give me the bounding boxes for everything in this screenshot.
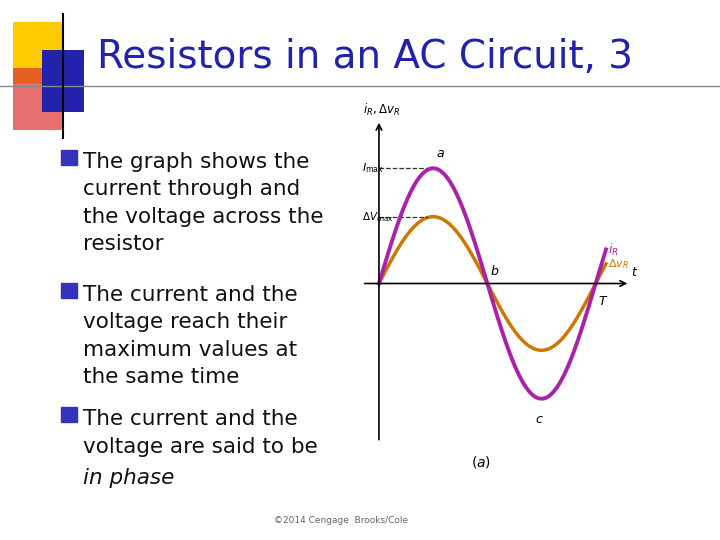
- Text: $a$: $a$: [436, 147, 445, 160]
- Text: in phase: in phase: [83, 468, 174, 488]
- Text: The current and the
voltage are said to be: The current and the voltage are said to …: [83, 409, 318, 484]
- Text: $b$: $b$: [490, 264, 500, 278]
- Text: $(a)$: $(a)$: [471, 454, 491, 470]
- Text: $c$: $c$: [536, 413, 544, 426]
- Text: $\Delta v_R$: $\Delta v_R$: [608, 257, 629, 271]
- Text: $\Delta V_\mathrm{max}$: $\Delta V_\mathrm{max}$: [361, 210, 394, 224]
- Text: ©2014 Cengage  Brooks/Cole: ©2014 Cengage Brooks/Cole: [274, 516, 408, 525]
- Text: $i_R$: $i_R$: [608, 241, 618, 258]
- Text: Resistors in an AC Circuit, 3: Resistors in an AC Circuit, 3: [97, 38, 633, 76]
- Text: The graph shows the
current through and
the voltage across the
resistor: The graph shows the current through and …: [83, 152, 323, 254]
- Text: The current and the
voltage reach their
maximum values at
the same time: The current and the voltage reach their …: [83, 285, 297, 387]
- Text: $I_\mathrm{max}$: $I_\mathrm{max}$: [361, 161, 384, 175]
- Text: $T$: $T$: [598, 295, 608, 308]
- Text: $i_R, \Delta v_R$: $i_R, \Delta v_R$: [364, 102, 401, 118]
- Text: $t$: $t$: [631, 266, 638, 279]
